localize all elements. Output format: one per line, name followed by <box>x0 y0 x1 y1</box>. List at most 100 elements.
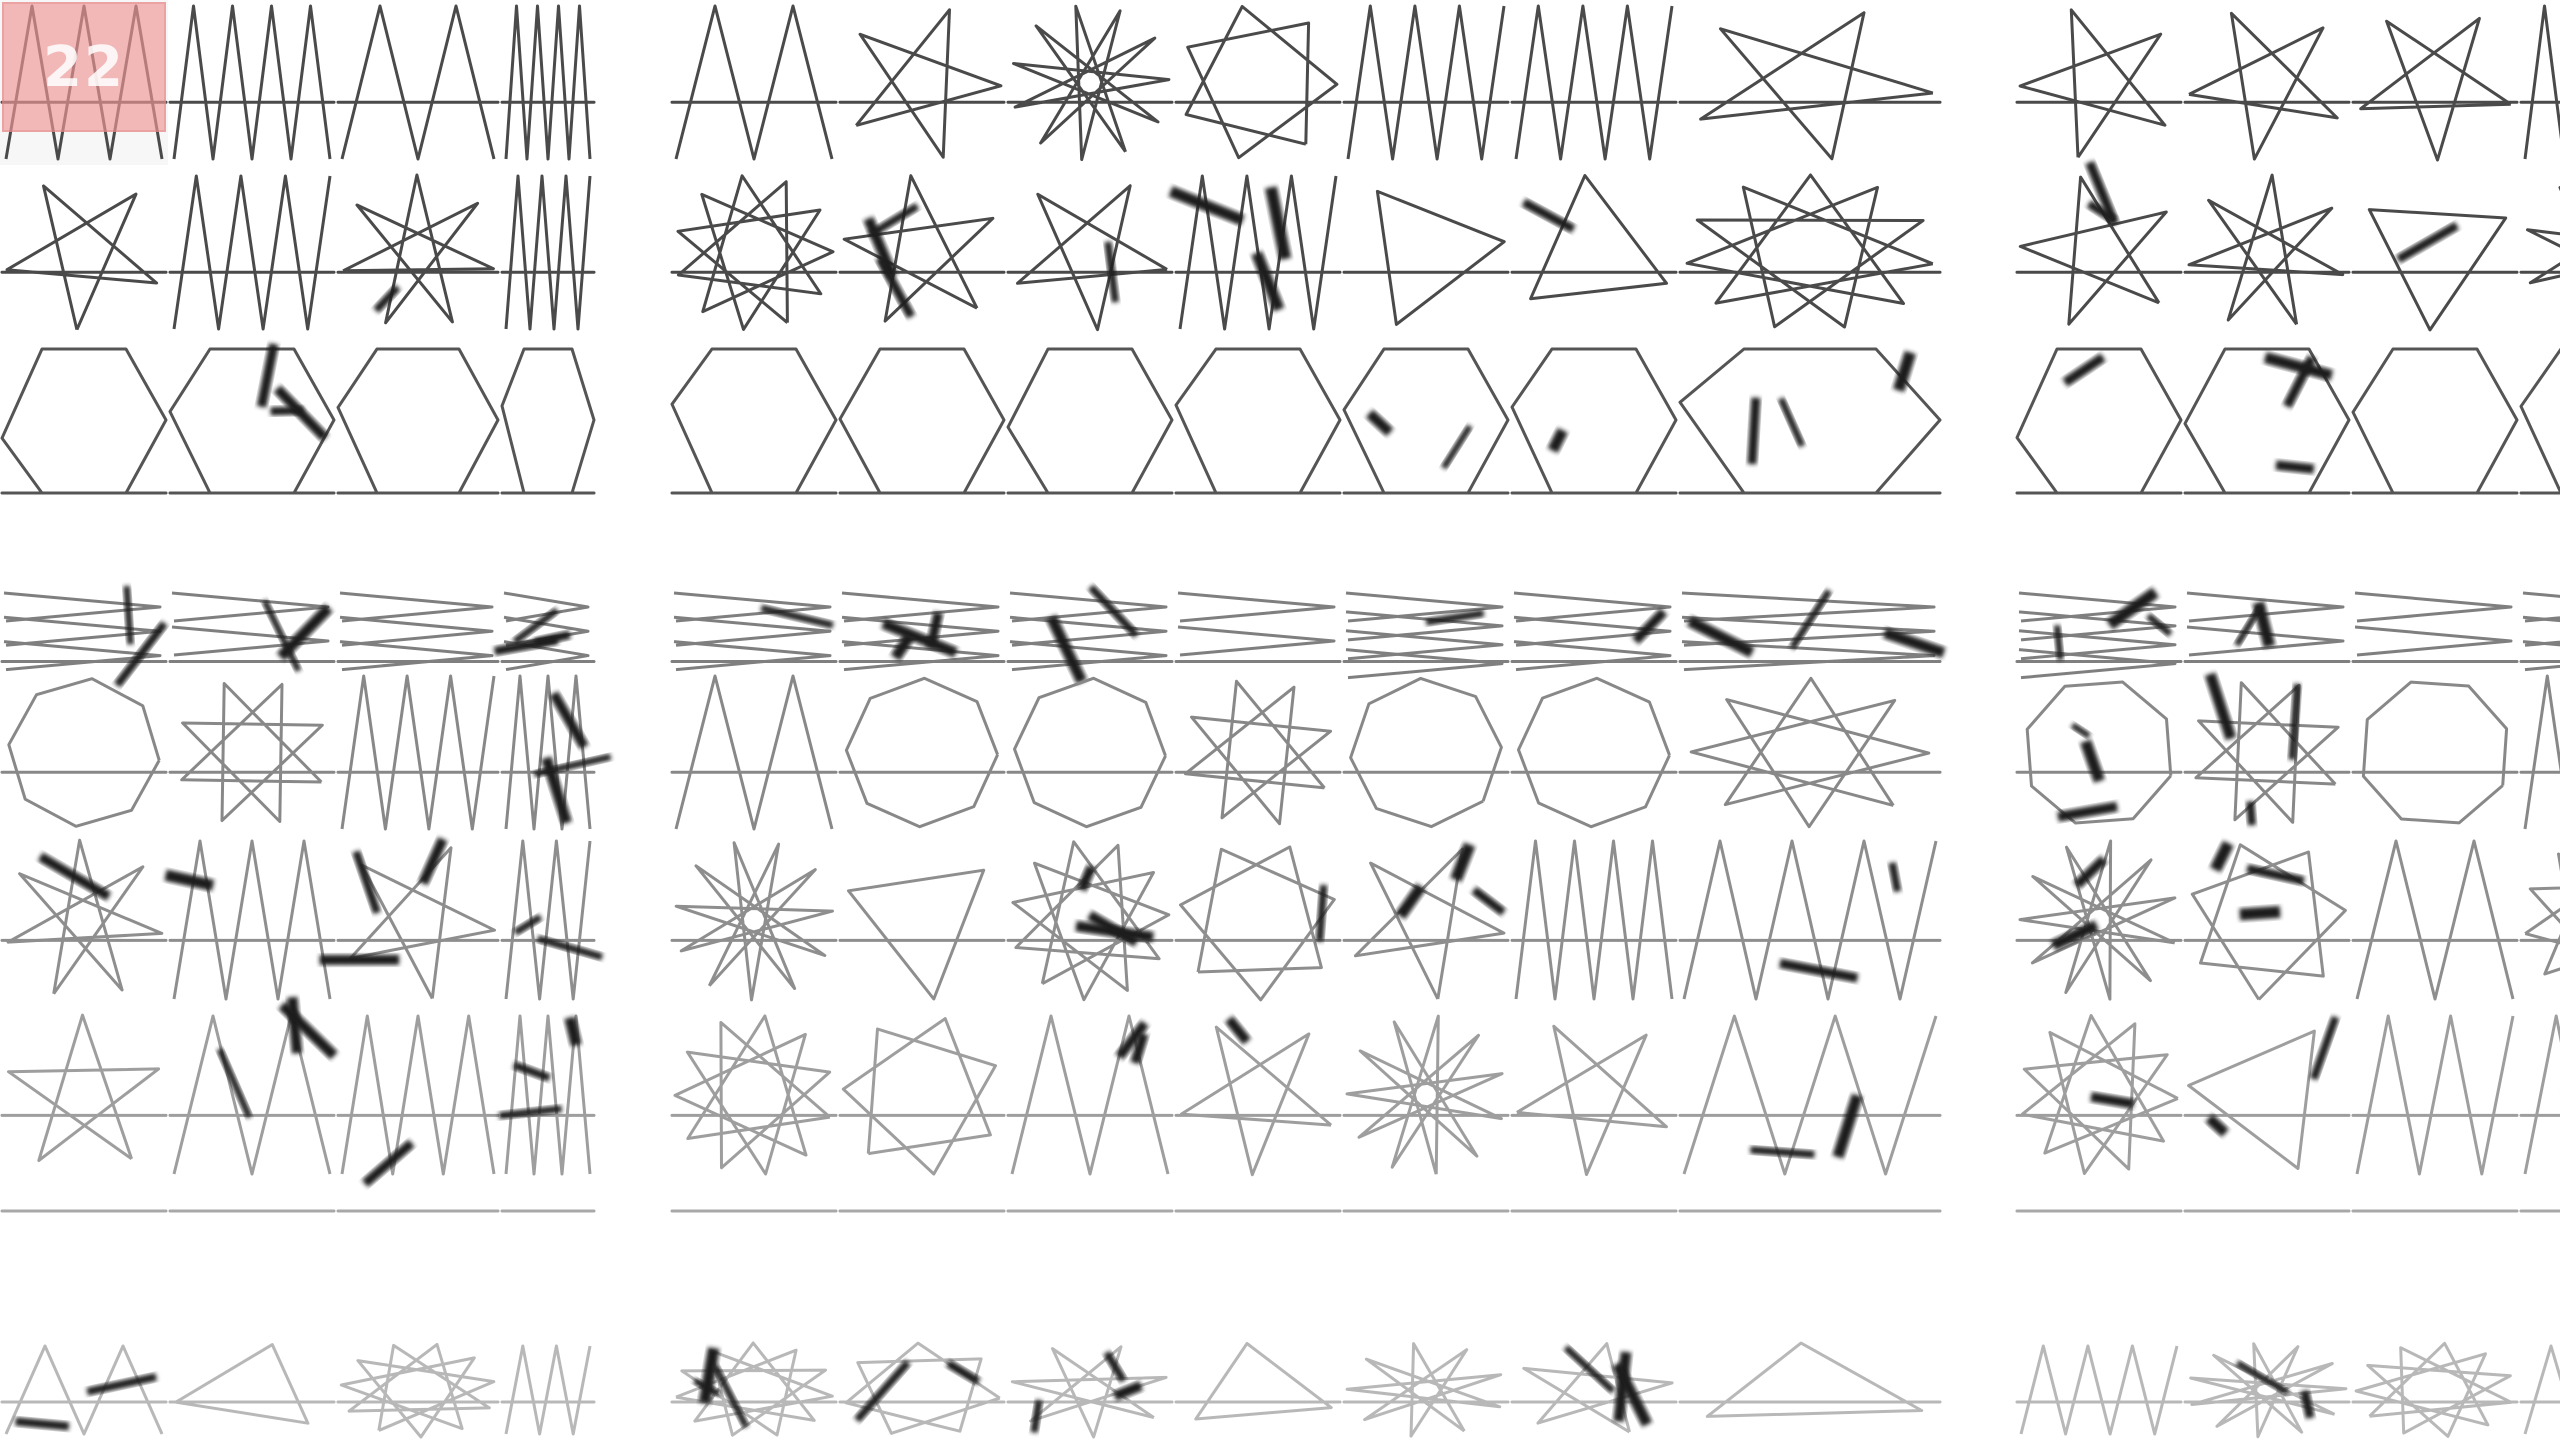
tile-hit-area[interactable] <box>168 835 336 1005</box>
tile-hit-area[interactable] <box>1342 670 1510 835</box>
shape-tile[interactable] <box>670 170 838 335</box>
tile-hit-area[interactable] <box>1006 345 1174 495</box>
shape-tile[interactable] <box>336 585 500 672</box>
shape-tile[interactable] <box>670 1340 838 1440</box>
shape-tile[interactable] <box>1174 835 1342 1005</box>
shape-tile[interactable] <box>1174 345 1342 495</box>
shape-tile[interactable] <box>1678 835 1942 1005</box>
tile-hit-area[interactable] <box>1510 345 1678 495</box>
shape-tile[interactable] <box>0 170 168 335</box>
tile-hit-area[interactable] <box>1342 1340 1510 1440</box>
shape-tile[interactable] <box>0 1190 168 1260</box>
shape-tile[interactable] <box>1510 345 1678 495</box>
shape-tile[interactable] <box>1006 1190 1174 1260</box>
shape-tile[interactable] <box>2015 835 2183 1005</box>
shape-tile[interactable] <box>1342 670 1510 835</box>
shape-tile[interactable] <box>838 345 1006 495</box>
tile-hit-area[interactable] <box>1342 1010 1510 1180</box>
shape-tile[interactable] <box>0 670 168 835</box>
shape-tile[interactable] <box>838 670 1006 835</box>
shape-tile[interactable] <box>2183 1010 2351 1180</box>
tile-hit-area[interactable] <box>2015 345 2183 495</box>
shape-tile[interactable] <box>336 1010 500 1188</box>
shape-tile[interactable] <box>1174 1190 1342 1260</box>
shape-tile[interactable] <box>2519 170 2560 335</box>
shape-tile[interactable] <box>1342 585 1510 680</box>
tile-hit-area[interactable] <box>1006 670 1174 835</box>
shape-tile[interactable] <box>500 170 596 335</box>
shape-tile[interactable] <box>2519 345 2560 495</box>
shape-tile[interactable] <box>168 1190 336 1260</box>
shape-tile[interactable] <box>1006 345 1174 495</box>
shape-tile[interactable] <box>838 585 1006 672</box>
shape-tile[interactable] <box>2351 1190 2519 1260</box>
shape-tile[interactable] <box>670 1010 838 1180</box>
tile-hit-area[interactable] <box>1174 1340 1342 1440</box>
shape-tile[interactable] <box>0 835 168 1005</box>
tile-hit-area[interactable] <box>0 670 168 835</box>
shape-tile[interactable] <box>1510 670 1678 835</box>
shape-tile[interactable] <box>2351 835 2519 1005</box>
shape-tile[interactable] <box>1006 835 1174 1005</box>
tile-hit-area[interactable] <box>1174 0 1342 165</box>
tile-hit-area[interactable] <box>1174 1190 1342 1260</box>
shape-tile[interactable] <box>168 996 338 1180</box>
shape-tile[interactable] <box>1168 170 1342 335</box>
tile-hit-area[interactable] <box>0 1010 168 1180</box>
shape-tile[interactable] <box>1342 0 1510 165</box>
tile-hit-area[interactable] <box>500 345 596 495</box>
tile-hit-area[interactable] <box>1510 1190 1678 1260</box>
shape-tile[interactable] <box>2015 585 2183 680</box>
shape-tile[interactable] <box>1510 835 1678 1005</box>
shape-tile[interactable] <box>1678 0 1942 165</box>
tile-hit-area[interactable] <box>838 835 1006 1005</box>
shape-tile[interactable] <box>0 585 168 688</box>
tile-hit-area[interactable] <box>2519 585 2560 670</box>
shape-tile[interactable] <box>2519 1010 2560 1180</box>
shape-tile[interactable] <box>838 170 1006 335</box>
shape-tile[interactable] <box>1510 170 1678 335</box>
shape-tile[interactable] <box>2183 170 2351 335</box>
tile-hit-area[interactable] <box>2351 170 2519 335</box>
shape-tile[interactable] <box>336 170 500 335</box>
shape-tile[interactable] <box>168 670 336 835</box>
shape-tile[interactable] <box>1174 1010 1342 1180</box>
shape-tile[interactable] <box>1174 0 1342 165</box>
tile-hit-area[interactable] <box>838 0 1006 165</box>
shape-tile[interactable] <box>1678 345 1942 495</box>
tile-hit-area[interactable] <box>168 0 336 165</box>
shape-tile[interactable] <box>1510 585 1678 672</box>
tile-hit-area[interactable] <box>2519 670 2560 835</box>
shape-tile[interactable] <box>1510 1010 1678 1180</box>
shape-tile[interactable] <box>1510 0 1678 165</box>
shape-tile[interactable] <box>0 1010 168 1180</box>
shape-tile[interactable] <box>1006 0 1174 165</box>
shape-tile[interactable] <box>2183 1340 2351 1440</box>
tile-hit-area[interactable] <box>0 1190 168 1260</box>
tile-hit-area[interactable] <box>670 345 838 495</box>
shape-tile[interactable] <box>500 1340 596 1440</box>
tile-hit-area[interactable] <box>1006 1190 1174 1260</box>
shape-tile[interactable] <box>164 835 336 1005</box>
shape-tile[interactable] <box>2183 585 2351 670</box>
shape-tile[interactable] <box>168 0 336 165</box>
shape-tile[interactable] <box>1678 1010 1942 1180</box>
shape-tile[interactable] <box>670 1190 838 1260</box>
shape-tile[interactable] <box>838 1010 1006 1180</box>
tile-hit-area[interactable] <box>168 670 336 835</box>
tile-hit-area[interactable] <box>1678 670 1942 835</box>
shape-tile[interactable] <box>498 1010 596 1180</box>
tile-hit-area[interactable] <box>1678 1340 1942 1440</box>
shape-tile[interactable] <box>500 670 612 835</box>
tile-hit-area[interactable] <box>838 345 1006 495</box>
shape-tile[interactable] <box>2015 345 2183 495</box>
tile-hit-area[interactable] <box>1006 1340 1174 1440</box>
tile-hit-area[interactable] <box>168 1190 336 1260</box>
shape-tile[interactable] <box>1006 1340 1174 1440</box>
shape-tile[interactable] <box>2351 1340 2519 1440</box>
shape-tile[interactable] <box>838 1190 1006 1260</box>
tile-hit-area[interactable] <box>2183 345 2351 495</box>
tile-hit-area[interactable] <box>838 170 1006 335</box>
shape-tile[interactable] <box>1342 1010 1510 1180</box>
shape-tile[interactable] <box>2351 670 2519 835</box>
